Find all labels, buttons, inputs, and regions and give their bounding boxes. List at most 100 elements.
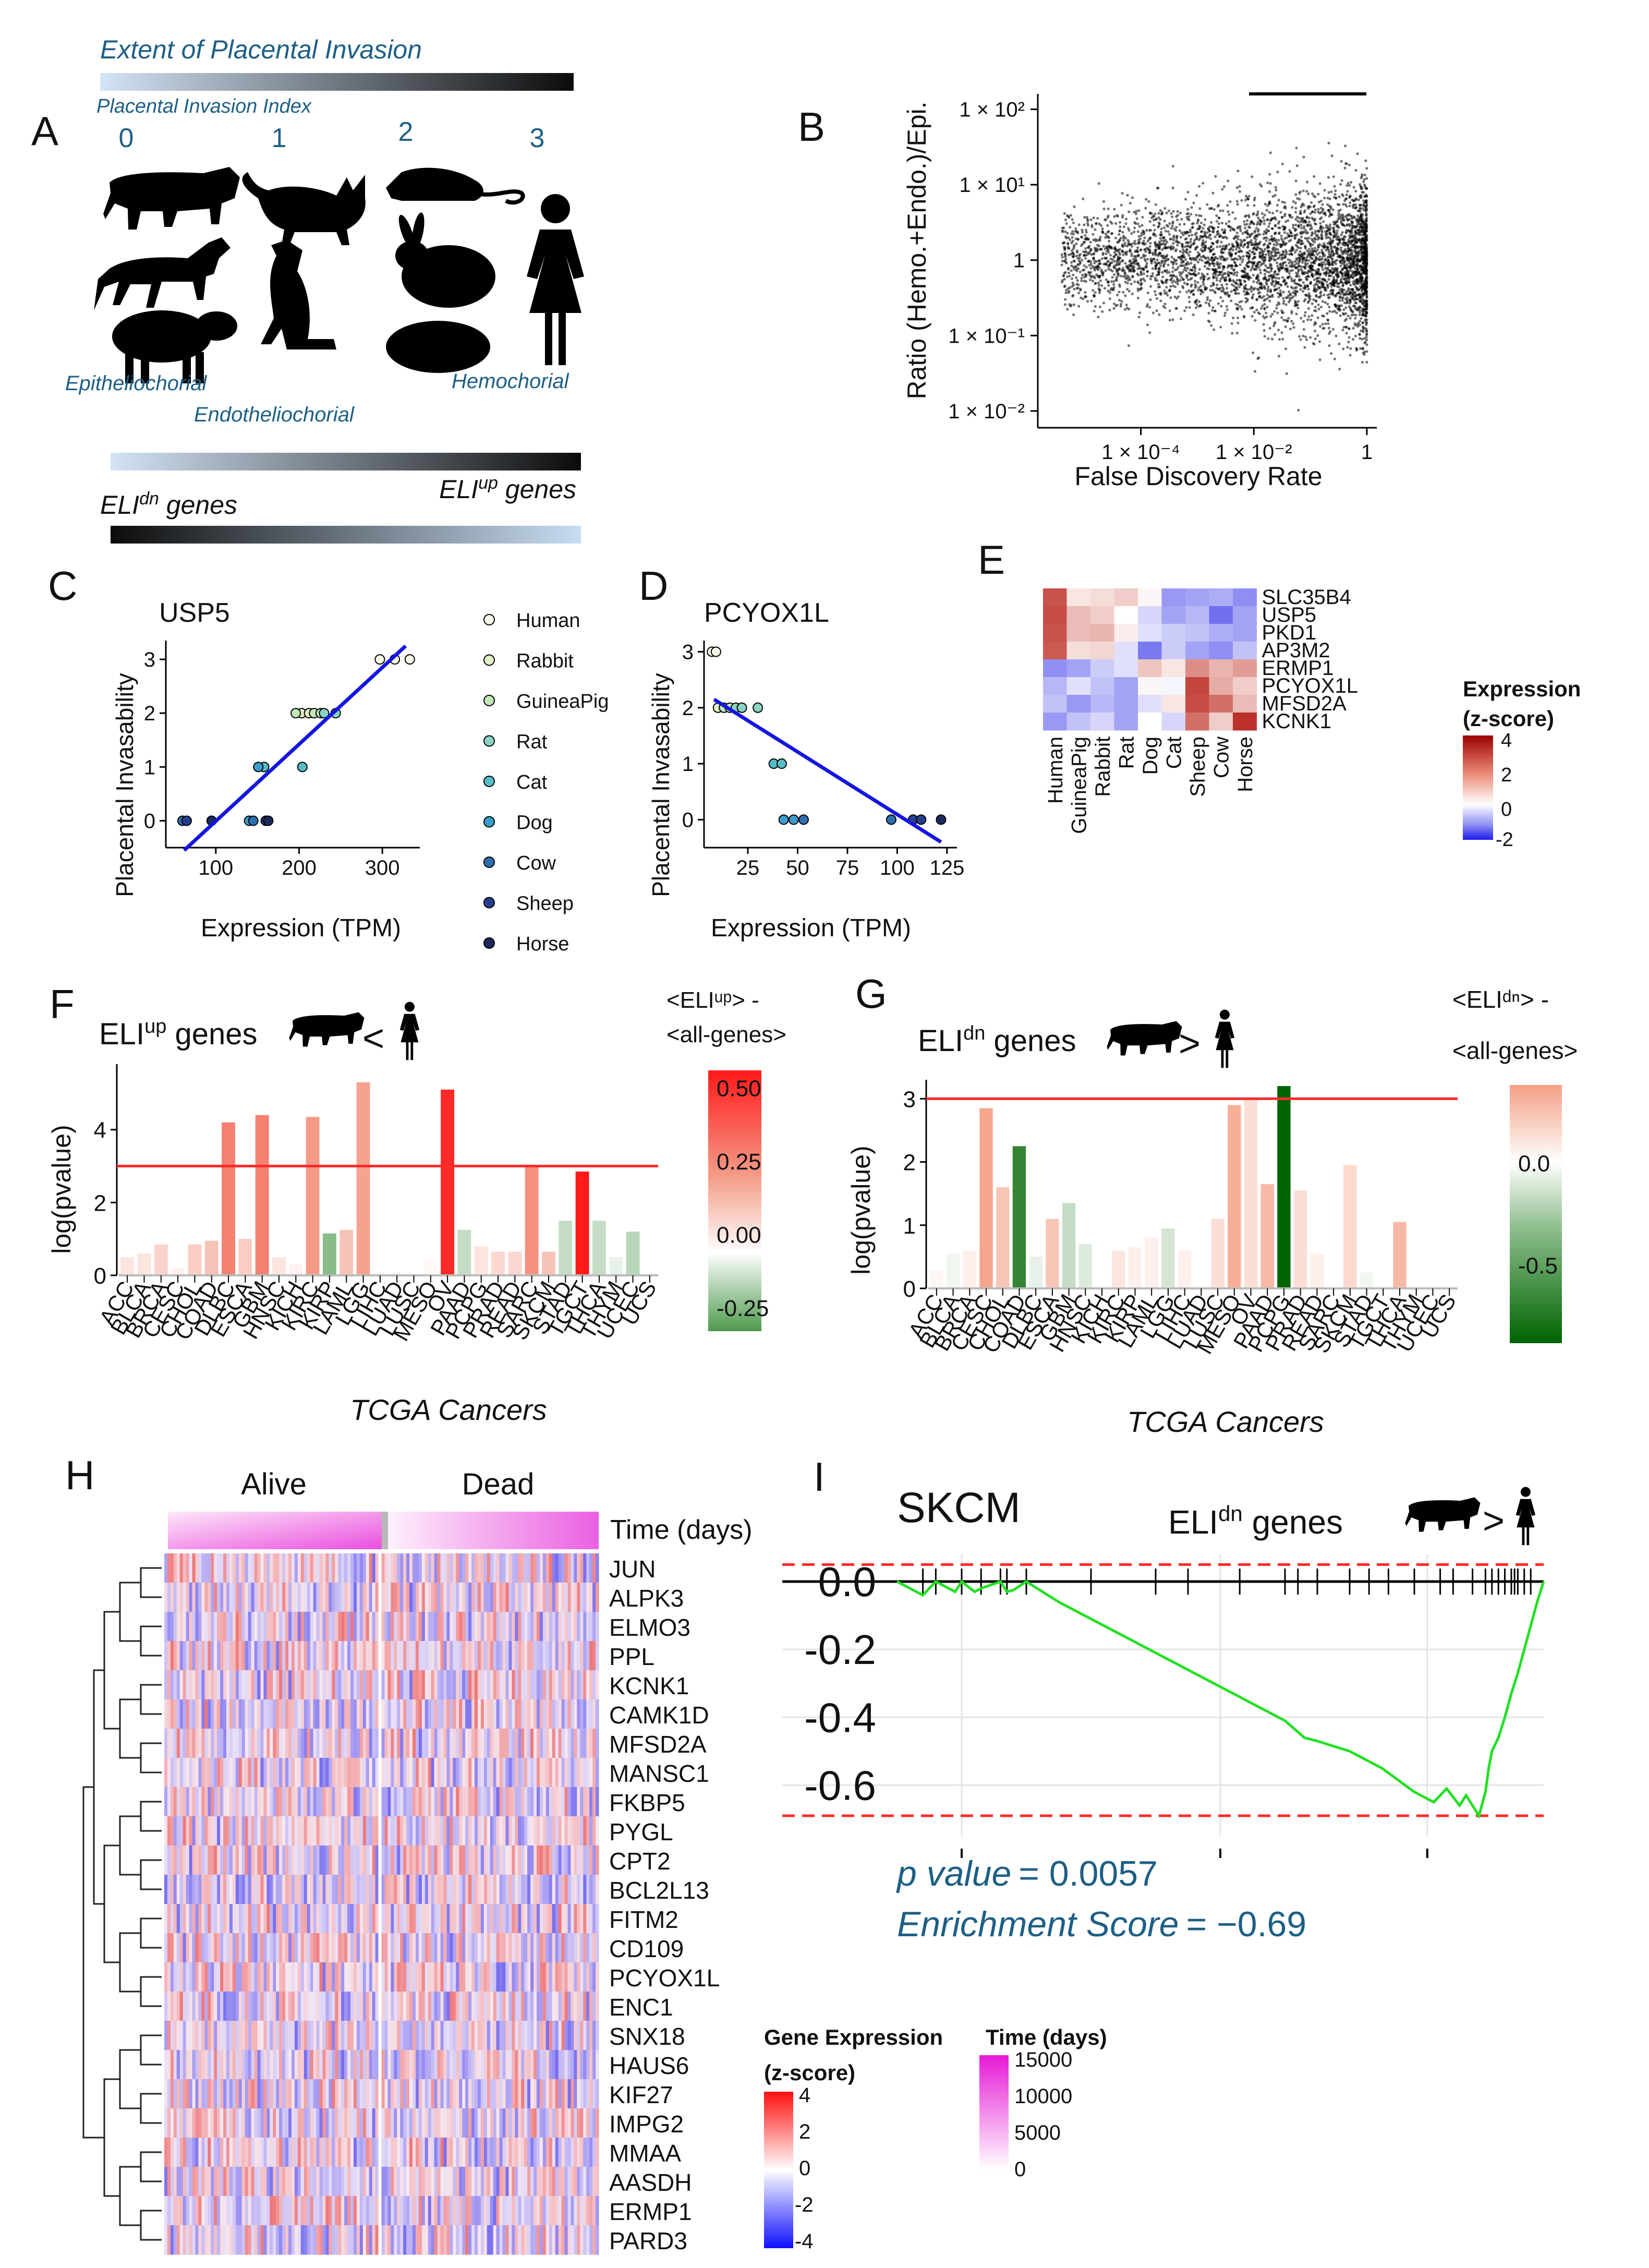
h-cell <box>257 1583 261 1612</box>
h-cell <box>347 1553 351 1583</box>
b-point <box>1149 298 1152 301</box>
b-point <box>1232 258 1235 261</box>
b-point <box>1290 252 1293 256</box>
b-point <box>1317 276 1321 280</box>
b-point <box>1248 260 1251 263</box>
b-point <box>1251 251 1254 254</box>
b-point <box>1361 207 1364 210</box>
b-point <box>1220 283 1223 286</box>
h-cell <box>359 1553 363 1583</box>
e-cell <box>1209 606 1233 624</box>
b-point <box>1300 219 1303 222</box>
h-cell <box>400 1583 404 1612</box>
b-point <box>1155 262 1158 265</box>
g-colorbar <box>1510 1085 1562 1343</box>
b-point <box>1365 311 1368 315</box>
b-point <box>1361 250 1364 254</box>
e-row-label: ERMP1 <box>1262 657 1334 680</box>
b-point <box>1083 264 1086 267</box>
b-point <box>1201 242 1204 245</box>
b-point <box>1158 285 1161 288</box>
b-point <box>1066 232 1069 235</box>
b-point <box>1316 238 1319 241</box>
b-point <box>1110 232 1114 235</box>
h-cell <box>387 1553 391 1583</box>
e-colorbar-ticks: 4 2 0 -2 <box>1496 730 1513 851</box>
c-x-tick-label: 300 <box>365 856 400 879</box>
h-cell <box>496 1583 500 1612</box>
b-point <box>1202 227 1205 230</box>
b-point <box>1071 239 1074 243</box>
h-cell <box>537 1583 540 1612</box>
b-point <box>1080 236 1083 239</box>
b-point <box>1267 202 1270 206</box>
b-point <box>1336 234 1339 237</box>
b-point <box>1324 272 1327 275</box>
b-point <box>1065 288 1068 292</box>
b-point <box>1194 300 1197 303</box>
b-x-tick-label: 1 × 10⁻² <box>1216 441 1292 464</box>
f-legend-tick-label: 0.50 <box>717 1076 761 1102</box>
b-point <box>1217 287 1220 291</box>
h-cell <box>266 1553 270 1583</box>
b-point <box>1064 271 1067 274</box>
b-point <box>1171 318 1174 321</box>
h-cell <box>263 1583 267 1612</box>
h-cell <box>462 1583 466 1612</box>
b-point <box>1283 254 1286 257</box>
f-bar <box>441 1089 455 1275</box>
b-point <box>1336 220 1339 223</box>
b-point <box>1157 247 1160 250</box>
b-point <box>1274 186 1277 189</box>
b-point <box>1277 295 1280 298</box>
g-legend-title-1: <ELIᵈⁿ> - <box>1452 986 1549 1013</box>
b-point <box>1217 271 1220 274</box>
b-point <box>1149 275 1153 278</box>
b-point <box>1072 247 1075 250</box>
b-point <box>1253 196 1256 200</box>
b-point <box>1331 328 1335 331</box>
b-point <box>1212 284 1215 287</box>
b-point <box>1282 257 1286 260</box>
b-point <box>1344 215 1347 218</box>
b-point <box>1259 271 1262 274</box>
sheep-icon <box>112 310 237 383</box>
b-point <box>1362 204 1365 207</box>
b-point <box>1104 236 1107 239</box>
b-point <box>1231 244 1234 247</box>
b-point <box>1309 245 1312 248</box>
b-point <box>1280 316 1283 319</box>
b-point <box>1295 312 1298 316</box>
b-point <box>1094 305 1097 308</box>
b-point <box>1333 267 1336 270</box>
e-cell <box>1090 606 1114 624</box>
b-point <box>1192 201 1195 204</box>
b-point <box>1344 251 1347 255</box>
e-col-label: GuineaPig <box>1068 737 1090 834</box>
b-point <box>1338 368 1341 371</box>
h-cell <box>453 1553 456 1583</box>
b-point <box>1310 261 1313 264</box>
b-point <box>1137 209 1141 212</box>
b-point <box>1325 236 1328 239</box>
h-cell <box>534 1583 537 1612</box>
b-point <box>1111 276 1114 279</box>
b-point <box>1196 222 1199 225</box>
guinea-pig-icon <box>386 321 490 373</box>
b-point <box>1184 258 1187 261</box>
b-point <box>1277 355 1280 358</box>
b-point <box>1148 248 1151 252</box>
b-point <box>1307 207 1310 210</box>
b-point <box>1335 247 1338 250</box>
b-point <box>1178 223 1181 226</box>
b-point <box>1321 322 1324 326</box>
b-point <box>1316 268 1319 271</box>
b-point <box>1134 212 1137 215</box>
e-cell <box>1185 624 1209 642</box>
b-point <box>1364 262 1367 265</box>
h-cell <box>198 1553 202 1583</box>
b-point <box>1258 269 1262 272</box>
b-point <box>1217 203 1220 207</box>
b-point <box>1304 335 1307 339</box>
h-cell <box>512 1583 515 1612</box>
